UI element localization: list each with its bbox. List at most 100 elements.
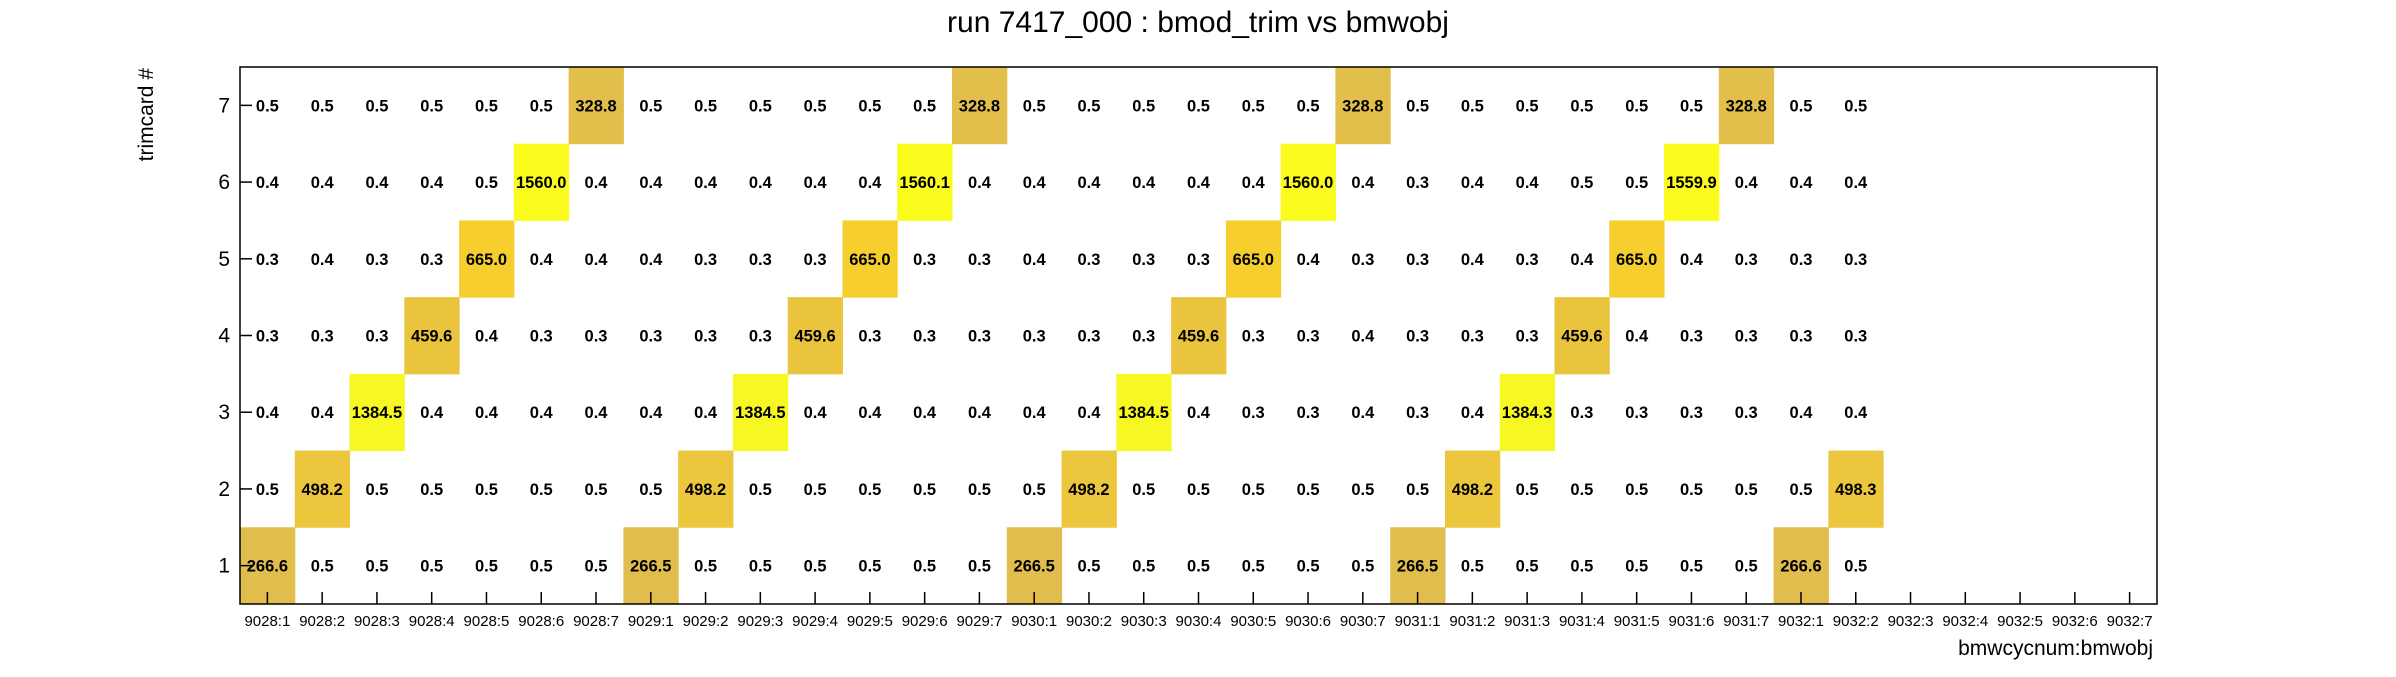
cell-value-label: 0.5 <box>365 481 388 499</box>
cell-value-label: 0.4 <box>804 174 828 192</box>
x-tick-label: 9030:6 <box>1285 613 1331 630</box>
heatmap-cell <box>1390 527 1446 605</box>
cell-value-label: 0.5 <box>1844 97 1867 115</box>
cell-value-label: 0.3 <box>694 251 717 269</box>
cell-value-label: 0.5 <box>913 558 936 576</box>
cell-value-label: 0.5 <box>804 481 827 499</box>
cell-value-label: 0.5 <box>1351 481 1374 499</box>
x-tick-label: 9029:2 <box>683 613 729 630</box>
cell-value-label: 0.5 <box>1570 481 1593 499</box>
cell-value-label: 0.3 <box>530 328 553 346</box>
cell-value-label: 1384.5 <box>735 404 785 422</box>
cell-value-label: 0.5 <box>311 97 334 115</box>
cell-value-label: 0.4 <box>585 404 609 422</box>
cell-value-label: 0.3 <box>1680 328 1703 346</box>
cell-value-label: 0.3 <box>256 251 279 269</box>
x-axis-title: bmwcycnum:bmwobj <box>1958 637 2153 660</box>
cell-value-label: 0.5 <box>1297 558 1320 576</box>
cell-value-label: 1560.0 <box>516 174 566 192</box>
y-tick-label: 2 <box>218 478 230 501</box>
heatmap-cell <box>1116 373 1172 452</box>
cell-value-label: 0.5 <box>749 481 772 499</box>
y-tick-label: 3 <box>218 401 230 424</box>
cell-value-label: 0.5 <box>585 558 608 576</box>
cell-value-label: 0.3 <box>256 328 279 346</box>
cell-value-label: 459.6 <box>1561 328 1602 346</box>
x-tick-label: 9032:4 <box>1942 613 1988 630</box>
cell-value-label: 0.5 <box>1735 558 1758 576</box>
cell-value-label: 0.3 <box>1023 328 1046 346</box>
cell-value-label: 0.5 <box>1077 97 1100 115</box>
cell-value-label: 0.5 <box>530 558 553 576</box>
cell-value-label: 0.5 <box>256 481 279 499</box>
cell-value-label: 0.5 <box>1297 97 1320 115</box>
cell-value-label: 0.5 <box>1625 97 1648 115</box>
cell-value-label: 0.3 <box>1790 328 1813 346</box>
cell-value-label: 0.3 <box>1516 251 1539 269</box>
cell-value-label: 266.5 <box>1014 558 1055 576</box>
cell-value-label: 0.4 <box>858 174 882 192</box>
cell-value-label: 1560.0 <box>1283 174 1333 192</box>
cell-value-label: 0.3 <box>749 328 772 346</box>
x-tick-label: 9029:7 <box>956 613 1002 630</box>
cell-value-label: 0.4 <box>475 328 499 346</box>
cell-value-label: 0.4 <box>1461 404 1485 422</box>
cell-value-label: 0.3 <box>1077 251 1100 269</box>
y-tick-label: 4 <box>218 325 230 348</box>
cell-value-label: 0.5 <box>1242 558 1265 576</box>
cell-value-label: 0.3 <box>1351 251 1374 269</box>
heatmap-cell <box>952 67 1008 145</box>
cell-value-label: 0.5 <box>1570 558 1593 576</box>
cell-value-label: 0.5 <box>1187 558 1210 576</box>
x-tick-label: 9032:6 <box>2052 613 2098 630</box>
cell-value-label: 0.4 <box>1625 328 1649 346</box>
cell-value-label: 0.4 <box>639 251 663 269</box>
y-tick-label: 6 <box>218 171 230 194</box>
cell-value-label: 0.4 <box>256 404 280 422</box>
cell-value-label: 0.5 <box>1132 97 1155 115</box>
heatmap-cell <box>1280 143 1336 221</box>
cell-value-label: 498.3 <box>1835 481 1876 499</box>
heatmap-cell <box>1773 527 1829 605</box>
cell-value-label: 0.5 <box>1406 481 1429 499</box>
cell-value-label: 328.8 <box>959 97 1000 115</box>
cell-value-label: 0.3 <box>311 328 334 346</box>
cell-value-label: 0.4 <box>858 404 882 422</box>
cell-value-label: 459.6 <box>411 328 452 346</box>
cell-value-label: 0.3 <box>1625 404 1648 422</box>
cell-value-label: 0.5 <box>365 97 388 115</box>
cell-value-label: 0.5 <box>913 481 936 499</box>
cell-value-label: 0.4 <box>639 404 663 422</box>
cell-value-label: 0.4 <box>913 404 937 422</box>
cell-value-label: 0.5 <box>1406 97 1429 115</box>
heatmap-cell <box>1171 297 1227 375</box>
cell-value-label: 498.2 <box>1452 481 1493 499</box>
x-tick-label: 9031:7 <box>1723 613 1769 630</box>
cell-value-label: 0.5 <box>694 558 717 576</box>
cell-value-label: 0.4 <box>639 174 663 192</box>
cell-value-label: 0.5 <box>475 97 498 115</box>
y-axis: 1 2 3 4 5 6 7 <box>218 94 252 578</box>
heatmap-cell <box>1664 143 1720 221</box>
cell-value-label: 0.3 <box>639 328 662 346</box>
cell-value-label: 0.4 <box>968 404 992 422</box>
cell-value-label: 0.5 <box>1570 174 1593 192</box>
x-tick-label: 9032:5 <box>1997 613 2043 630</box>
cell-value-label: 0.4 <box>1844 404 1868 422</box>
cell-value-label: 0.3 <box>858 328 881 346</box>
cell-value-label: 328.8 <box>575 97 616 115</box>
cell-value-label: 0.5 <box>1680 481 1703 499</box>
cell-value-label: 0.5 <box>1023 97 1046 115</box>
cell-value-label: 0.5 <box>530 97 553 115</box>
cell-value-label: 0.4 <box>475 404 499 422</box>
cell-value-label: 665.0 <box>849 251 890 269</box>
cell-value-label: 0.4 <box>1187 404 1211 422</box>
x-tick-label: 9031:4 <box>1559 613 1605 630</box>
cell-value-label: 0.3 <box>1735 404 1758 422</box>
x-tick-label: 9029:1 <box>628 613 674 630</box>
x-tick-label: 9031:6 <box>1668 613 1714 630</box>
cell-value-label: 0.3 <box>749 251 772 269</box>
cell-value-label: 0.3 <box>968 251 991 269</box>
cell-value-label: 0.3 <box>1790 251 1813 269</box>
